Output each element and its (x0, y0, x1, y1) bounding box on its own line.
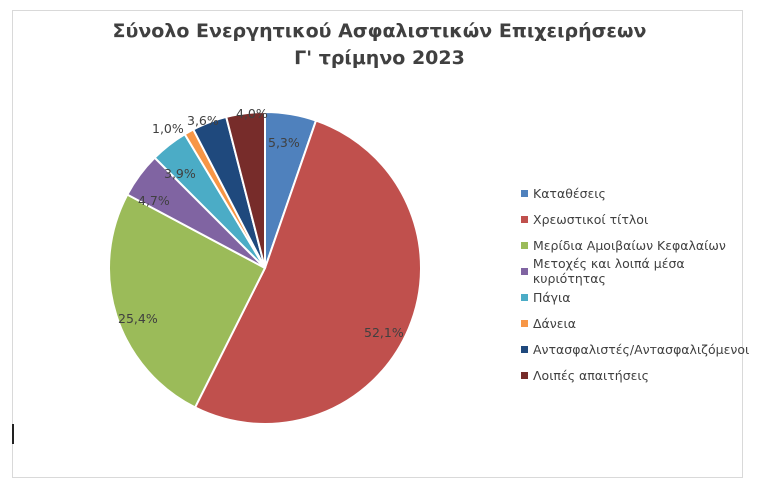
legend-item-reinsurers: Αντασφαλιστές/Ανтασφαλιζόμενοι (521, 336, 759, 362)
swatch-icon (521, 215, 528, 223)
legend-item-equities: Μετοχές και λοιπά μέσα κυριότητας (521, 256, 759, 286)
chart-title: Σύνολο Ενεργητικού Ασφαλιστικών Επιχειρή… (0, 18, 759, 72)
swatch-icon (521, 267, 528, 275)
legend: Καταθέσεις Χρεωστικοί τίτλοι Μερίδια Αμο… (521, 180, 759, 388)
swatch-icon (521, 241, 528, 249)
label-fixed-assets: 3,9% (164, 166, 196, 181)
chart-title-line2: Γ' τρίμηνο 2023 (294, 47, 465, 69)
label-loans: 1,0% (152, 121, 184, 136)
label-debt-securities: 52,1% (364, 325, 404, 340)
label-equities: 4,7% (138, 193, 170, 208)
legend-item-mutual-funds: Μερίδια Αμοιβαίων Κεφαλαίων (521, 232, 759, 258)
swatch-icon (521, 319, 528, 327)
label-other-receivables: 4,0% (236, 106, 268, 121)
label-mutual-funds: 25,4% (118, 311, 158, 326)
chart-title-line1: Σύνολο Ενεργητικού Ασφαλιστικών Επιχειρή… (112, 20, 647, 42)
legend-item-loans: Δάνεια (521, 310, 759, 336)
legend-item-debt-securities: Χρεωστικοί τίτλοι (521, 206, 759, 232)
swatch-icon (521, 345, 528, 353)
label-reinsurers: 3,6% (187, 113, 219, 128)
swatch-icon (521, 293, 528, 301)
legend-item-other-receivables: Λοιπές απαιτήσεις (521, 362, 759, 388)
label-deposits: 5,3% (268, 135, 300, 150)
pie-slices (108, 110, 422, 425)
swatch-icon (521, 189, 528, 197)
swatch-icon (521, 371, 528, 379)
legend-item-deposits: Καταθέσεις (521, 180, 759, 206)
pie-slice (224, 110, 266, 269)
legend-item-fixed-assets: Πάγια (521, 284, 759, 310)
pie-slice (193, 119, 422, 425)
text-cursor (12, 424, 14, 444)
